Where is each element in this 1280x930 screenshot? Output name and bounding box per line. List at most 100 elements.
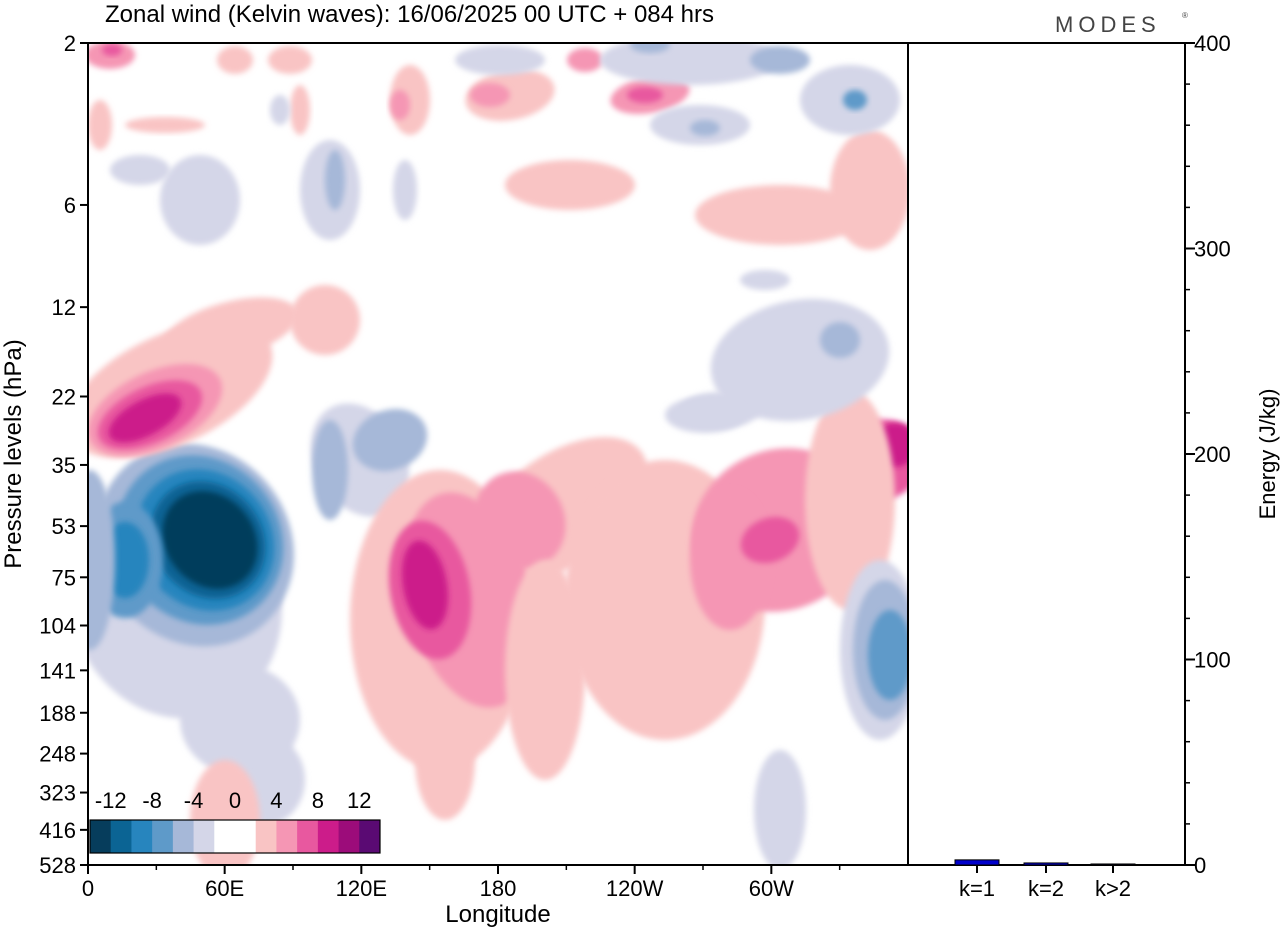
positive-wind-contour <box>217 46 253 74</box>
negative-wind-contour <box>754 750 806 865</box>
positive-wind-contour <box>125 117 205 133</box>
y-tick-label: 2 <box>64 31 76 56</box>
negative-wind-contour <box>868 610 908 700</box>
positive-wind-contour <box>108 393 182 443</box>
energy-bar <box>1090 863 1136 866</box>
energy-bar <box>954 859 1000 866</box>
positive-wind-contour <box>470 83 510 107</box>
x-tick-label: 120E <box>336 876 387 901</box>
colorbar-frame <box>89 819 381 854</box>
y-tick-label: 53 <box>52 514 76 539</box>
positive-wind-contour <box>805 390 895 610</box>
colorbar-swatch <box>255 820 277 853</box>
heatmap-plot <box>88 43 908 865</box>
negative-wind-contour <box>820 322 860 358</box>
negative-wind-contour <box>325 150 345 210</box>
y-axis-title: Pressure levels (hPa) <box>0 339 27 568</box>
x-axis-title: Longitude <box>445 901 550 928</box>
colorbar-swatch <box>338 820 360 853</box>
positive-wind-contour <box>88 43 135 69</box>
y-tick-label: 6 <box>64 193 76 218</box>
colorbar-swatch <box>276 820 298 853</box>
y-tick-label: 141 <box>39 658 76 683</box>
energy-tick-label: 100 <box>1194 648 1231 673</box>
energy-bar <box>1023 862 1069 866</box>
positive-wind-contour <box>161 297 299 363</box>
negative-wind-contour <box>455 45 545 75</box>
energy-tick-label: 0 <box>1194 853 1206 878</box>
negative-wind-contour <box>312 420 348 520</box>
energy-panel-frame <box>907 42 1186 866</box>
energy-tick-label: 400 <box>1194 31 1231 56</box>
colorbar-swatch <box>110 820 132 853</box>
colorbar-label: -12 <box>95 788 127 813</box>
colorbar-swatch <box>131 820 153 853</box>
positive-wind-contour <box>290 285 360 355</box>
negative-wind-contour <box>843 90 867 110</box>
positive-wind-contour <box>505 160 635 210</box>
colorbar-label: 0 <box>229 788 241 813</box>
positive-wind-contour <box>415 700 475 820</box>
positive-wind-contour <box>505 560 585 780</box>
negative-wind-contour <box>600 43 780 85</box>
brand-logo: MODES <box>1055 12 1161 37</box>
y-tick-label: 12 <box>52 295 76 320</box>
negative-wind-contour <box>110 155 170 185</box>
negative-wind-contour <box>352 408 428 472</box>
x-tick-label: 120W <box>606 876 664 901</box>
y-tick-label: 528 <box>39 853 76 878</box>
positive-wind-contour <box>390 90 410 120</box>
positive-wind-contour <box>567 48 603 72</box>
y-tick-label: 248 <box>39 742 76 767</box>
negative-wind-contour <box>750 46 810 74</box>
negative-wind-contour <box>393 160 417 220</box>
colorbar-swatch <box>235 820 257 853</box>
chart-title: Zonal wind (Kelvin waves): 16/06/2025 00… <box>105 1 714 28</box>
energy-category-label: k=1 <box>959 876 995 901</box>
colorbar-swatch <box>193 820 215 853</box>
x-tick-label: 0 <box>82 876 94 901</box>
negative-wind-contour <box>270 95 290 125</box>
y-tick-label: 323 <box>39 781 76 806</box>
negative-wind-contour <box>740 270 790 290</box>
positive-wind-contour <box>830 130 908 250</box>
x-tick-label: 60E <box>205 876 244 901</box>
energy-axis-title: Energy (J/kg) <box>1255 389 1280 520</box>
energy-tick-label: 300 <box>1194 237 1231 262</box>
negative-wind-contour <box>665 397 745 433</box>
colorbar: -12 -8 -4 0 4 8 12 <box>89 788 381 854</box>
negative-wind-contour <box>88 470 115 650</box>
energy-category-label: k>2 <box>1095 876 1131 901</box>
positive-wind-contour <box>740 516 800 564</box>
colorbar-label: 8 <box>312 788 324 813</box>
negative-wind-contour <box>690 120 720 136</box>
colorbar-swatch <box>359 820 381 853</box>
x-tick-label: 180 <box>480 876 517 901</box>
y-tick-label: 104 <box>39 613 76 638</box>
colorbar-swatch <box>214 820 236 853</box>
energy-tick-label: 200 <box>1194 442 1231 467</box>
y-tick-label: 22 <box>52 384 76 409</box>
positive-wind-contour <box>695 185 865 245</box>
colorbar-swatch <box>172 820 195 853</box>
y-tick-label: 35 <box>52 453 76 478</box>
negative-wind-contour <box>630 43 670 53</box>
colorbar-label: -4 <box>184 788 204 813</box>
positive-wind-contour <box>102 44 122 56</box>
positive-wind-contour <box>690 490 770 630</box>
positive-wind-contour <box>627 87 663 103</box>
y-tick-label: 75 <box>52 565 76 590</box>
colorbar-swatch <box>297 820 319 853</box>
positive-wind-contour <box>290 85 310 135</box>
colorbar-label: 4 <box>270 788 282 813</box>
colorbar-swatch <box>90 820 112 853</box>
colorbar-label: 12 <box>347 788 371 813</box>
y-tick-label: 188 <box>39 701 76 726</box>
positive-wind-contour <box>268 46 312 74</box>
brand-mark: ® <box>1182 11 1188 20</box>
colorbar-label: -8 <box>142 788 162 813</box>
positive-wind-contour <box>401 540 449 630</box>
positive-wind-contour <box>88 100 112 150</box>
colorbar-swatch <box>152 820 174 853</box>
